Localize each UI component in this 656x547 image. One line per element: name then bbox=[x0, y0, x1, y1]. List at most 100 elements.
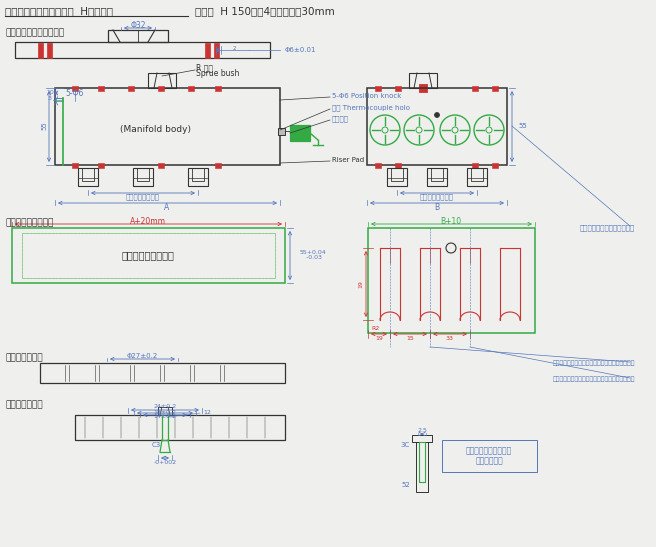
Text: ノズルピッチ指定: ノズルピッチ指定 bbox=[420, 194, 454, 200]
Bar bbox=[148, 73, 176, 88]
Text: 15: 15 bbox=[406, 335, 414, 340]
Text: トップクランプブレート: トップクランプブレート bbox=[5, 28, 64, 38]
Text: 10: 10 bbox=[46, 90, 54, 96]
Text: 18±0.2: 18±0.2 bbox=[154, 410, 176, 415]
Bar bbox=[40, 363, 285, 383]
Bar bbox=[467, 168, 487, 186]
Bar bbox=[472, 86, 478, 91]
Text: スペーサーブロック: スペーサーブロック bbox=[5, 218, 53, 228]
Bar bbox=[419, 84, 427, 92]
Text: 5-Φ6: 5-Φ6 bbox=[66, 89, 84, 97]
Text: 55+0.04
   -0.03: 55+0.04 -0.03 bbox=[300, 249, 327, 260]
Bar bbox=[15, 42, 270, 58]
Bar bbox=[492, 163, 498, 168]
Text: 2: 2 bbox=[232, 46, 236, 51]
Text: A: A bbox=[165, 202, 170, 212]
Bar bbox=[375, 86, 381, 91]
Text: 55: 55 bbox=[41, 121, 47, 130]
Bar bbox=[98, 86, 104, 91]
Text: C3: C3 bbox=[152, 442, 161, 448]
Text: （例）  H 150型　4点ロー延長30mm: （例） H 150型 4点ロー延長30mm bbox=[195, 6, 335, 16]
Text: 52: 52 bbox=[401, 482, 410, 488]
Bar bbox=[158, 86, 164, 91]
Text: R2: R2 bbox=[371, 325, 379, 330]
Bar bbox=[387, 168, 407, 186]
Text: A+20mm: A+20mm bbox=[130, 217, 166, 225]
Bar bbox=[492, 86, 498, 91]
Bar bbox=[82, 168, 94, 181]
Bar bbox=[108, 30, 168, 42]
Bar bbox=[47, 43, 52, 58]
Bar bbox=[128, 86, 134, 91]
Text: 2.5: 2.5 bbox=[417, 428, 427, 434]
Text: スペーサーブロック: スペーサーブロック bbox=[121, 250, 174, 260]
Bar bbox=[472, 163, 478, 168]
Bar bbox=[205, 43, 210, 58]
Bar bbox=[78, 168, 98, 186]
Text: B: B bbox=[434, 202, 440, 212]
Text: 指定 Thermocouple holo: 指定 Thermocouple holo bbox=[332, 104, 410, 111]
Bar bbox=[137, 168, 149, 181]
Bar bbox=[158, 163, 164, 168]
Bar bbox=[72, 86, 78, 91]
Bar bbox=[215, 163, 221, 168]
Text: Riser Pad: Riser Pad bbox=[332, 157, 364, 163]
Bar bbox=[22, 233, 275, 278]
Bar bbox=[375, 163, 381, 168]
Text: 14±0.2: 14±0.2 bbox=[154, 415, 176, 420]
Bar bbox=[368, 228, 535, 333]
Text: Sprue bush: Sprue bush bbox=[196, 69, 239, 79]
Bar bbox=[133, 168, 153, 186]
Text: バックプレート: バックプレート bbox=[5, 353, 43, 363]
Text: Φ32: Φ32 bbox=[131, 20, 146, 30]
Text: R 指定: R 指定 bbox=[196, 63, 213, 73]
Bar bbox=[98, 163, 104, 168]
Text: ノズルピッチ指定: ノズルピッチ指定 bbox=[126, 194, 160, 200]
Text: 19: 19 bbox=[375, 335, 383, 340]
Text: ヒーター位置寸法はノズルピッチより異なります: ヒーター位置寸法はノズルピッチより異なります bbox=[552, 376, 635, 382]
Bar bbox=[395, 163, 401, 168]
Text: -0+002: -0+002 bbox=[154, 459, 176, 464]
Text: 3C: 3C bbox=[401, 442, 410, 448]
Text: 熱電対形式により異なります: 熱電対形式により異なります bbox=[580, 225, 635, 231]
Bar bbox=[412, 435, 432, 442]
Bar bbox=[367, 88, 507, 165]
Bar bbox=[38, 43, 43, 58]
Text: ヒーター: ヒーター bbox=[332, 116, 349, 123]
Circle shape bbox=[434, 113, 440, 118]
Text: 5-Φ6 Position knock: 5-Φ6 Position knock bbox=[332, 93, 401, 99]
Bar bbox=[188, 168, 208, 186]
Text: 24±0.2: 24±0.2 bbox=[154, 404, 176, 410]
Text: ヒーター位置寸法はノズルピッチより異なります: ヒーター位置寸法はノズルピッチより異なります bbox=[552, 360, 635, 366]
Text: 19: 19 bbox=[358, 280, 363, 288]
Bar bbox=[75, 415, 285, 440]
Bar bbox=[409, 73, 437, 88]
Text: Φ6±0.01: Φ6±0.01 bbox=[285, 47, 316, 53]
Bar bbox=[278, 128, 285, 135]
Text: 12: 12 bbox=[203, 410, 211, 415]
Bar bbox=[290, 125, 310, 141]
Text: B+10: B+10 bbox=[440, 217, 462, 225]
Text: ミニスプールブッシュ
オプション品: ミニスプールブッシュ オプション品 bbox=[466, 446, 512, 465]
Bar bbox=[391, 168, 403, 181]
Bar bbox=[12, 228, 285, 283]
Text: 3: 3 bbox=[48, 96, 52, 102]
Bar bbox=[188, 86, 194, 91]
Bar bbox=[192, 168, 204, 181]
Bar bbox=[395, 86, 401, 91]
Bar bbox=[214, 43, 219, 58]
Bar bbox=[158, 407, 172, 415]
Bar bbox=[215, 86, 221, 91]
Bar bbox=[419, 442, 425, 482]
Text: 33: 33 bbox=[446, 335, 454, 340]
Text: Φ27±0.2: Φ27±0.2 bbox=[127, 353, 157, 359]
Text: キャビプレート: キャビプレート bbox=[5, 400, 43, 410]
Bar bbox=[427, 168, 447, 186]
Text: ミニランナー装置構成図  H型タイプ: ミニランナー装置構成図 H型タイプ bbox=[5, 6, 113, 16]
Bar bbox=[55, 88, 280, 165]
Text: (Manifold body): (Manifold body) bbox=[119, 125, 190, 135]
Bar bbox=[431, 168, 443, 181]
Text: 55: 55 bbox=[518, 123, 527, 129]
Bar bbox=[471, 168, 483, 181]
Bar bbox=[22, 233, 275, 278]
